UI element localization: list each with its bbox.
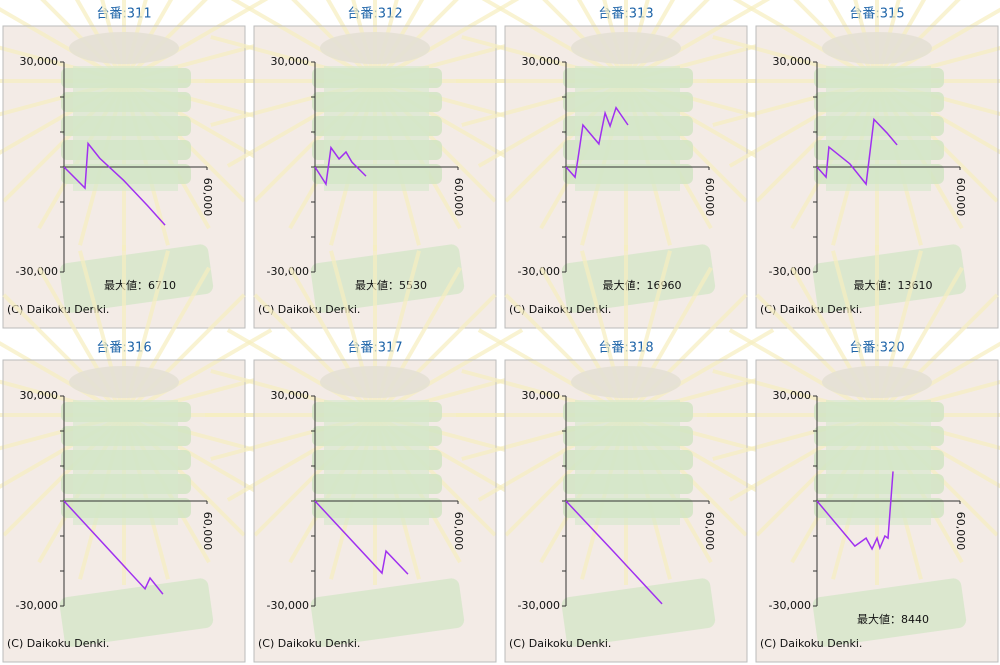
data-line xyxy=(63,500,164,595)
max-annotation: 最大値：5530 xyxy=(355,278,427,292)
tray-decor xyxy=(561,578,716,647)
max-annotation: 最大値：8440 xyxy=(857,612,929,626)
copyright: (C) Daikoku Denki. xyxy=(7,637,109,650)
tray-decor xyxy=(812,244,967,313)
x-tick-label: 60,000 xyxy=(452,512,465,551)
y-tick-label: 30,000 xyxy=(20,389,59,402)
y-tick-label: 30,000 xyxy=(773,389,812,402)
copyright: (C) Daikoku Denki. xyxy=(760,637,862,650)
panel-clip xyxy=(2,359,246,663)
data-line xyxy=(816,117,898,187)
panel-clip xyxy=(253,359,497,663)
y-tick-label: -30,000 xyxy=(16,599,58,612)
balls-decor xyxy=(69,366,179,398)
data-line xyxy=(565,500,663,605)
copyright: (C) Daikoku Denki. xyxy=(258,303,360,316)
x-tick-label: 60,000 xyxy=(703,178,716,217)
tray-decor xyxy=(73,66,178,191)
max-annotation: 最大値：6710 xyxy=(104,278,176,292)
y-tick-label: 30,000 xyxy=(271,55,310,68)
tray-decor xyxy=(575,400,680,525)
y-tick-label: 30,000 xyxy=(522,389,561,402)
panel-clip xyxy=(504,359,748,663)
x-tick-label: 60,000 xyxy=(452,178,465,217)
tray-decor xyxy=(310,244,465,313)
balls-decor xyxy=(822,32,932,64)
tray-decor xyxy=(324,66,429,191)
balls-decor xyxy=(320,366,430,398)
y-tick-label: -30,000 xyxy=(518,599,560,612)
panel-clip xyxy=(755,359,999,663)
tray-decor xyxy=(812,578,967,647)
copyright: (C) Daikoku Denki. xyxy=(258,637,360,650)
data-line xyxy=(565,105,629,179)
tray-decor xyxy=(826,400,931,525)
data-line xyxy=(816,471,894,551)
tray-decor xyxy=(59,244,214,313)
x-tick-label: 60,000 xyxy=(703,512,716,551)
tray-decor xyxy=(310,578,465,647)
copyright: (C) Daikoku Denki. xyxy=(7,303,109,316)
copyright: (C) Daikoku Denki. xyxy=(760,303,862,316)
y-tick-label: 30,000 xyxy=(271,389,310,402)
tray-decor xyxy=(561,244,716,313)
y-tick-label: 30,000 xyxy=(773,55,812,68)
data-line xyxy=(63,141,166,226)
tray-decor xyxy=(575,66,680,191)
data-line xyxy=(314,500,409,575)
balls-decor xyxy=(822,366,932,398)
balls-decor xyxy=(571,366,681,398)
copyright: (C) Daikoku Denki. xyxy=(509,637,611,650)
balls-decor xyxy=(69,32,179,64)
max-annotation: 最大値：13610 xyxy=(854,278,933,292)
tray-decor xyxy=(73,400,178,525)
y-tick-label: 30,000 xyxy=(522,55,561,68)
tray-decor xyxy=(59,578,214,647)
y-tick-label: -30,000 xyxy=(518,265,560,278)
balls-decor xyxy=(571,32,681,64)
y-tick-label: -30,000 xyxy=(16,265,58,278)
tray-decor xyxy=(324,400,429,525)
y-tick-label: -30,000 xyxy=(769,599,811,612)
y-tick-label: 30,000 xyxy=(20,55,59,68)
tray-decor xyxy=(826,66,931,191)
y-tick-label: -30,000 xyxy=(267,599,309,612)
x-tick-label: 60,000 xyxy=(201,512,214,551)
y-tick-label: -30,000 xyxy=(267,265,309,278)
x-tick-label: 60,000 xyxy=(954,178,967,217)
balls-decor xyxy=(320,32,430,64)
x-tick-label: 60,000 xyxy=(201,178,214,217)
max-annotation: 最大値：16960 xyxy=(603,278,682,292)
data-line xyxy=(314,145,367,187)
x-tick-label: 60,000 xyxy=(954,512,967,551)
copyright: (C) Daikoku Denki. xyxy=(509,303,611,316)
y-tick-label: -30,000 xyxy=(769,265,811,278)
